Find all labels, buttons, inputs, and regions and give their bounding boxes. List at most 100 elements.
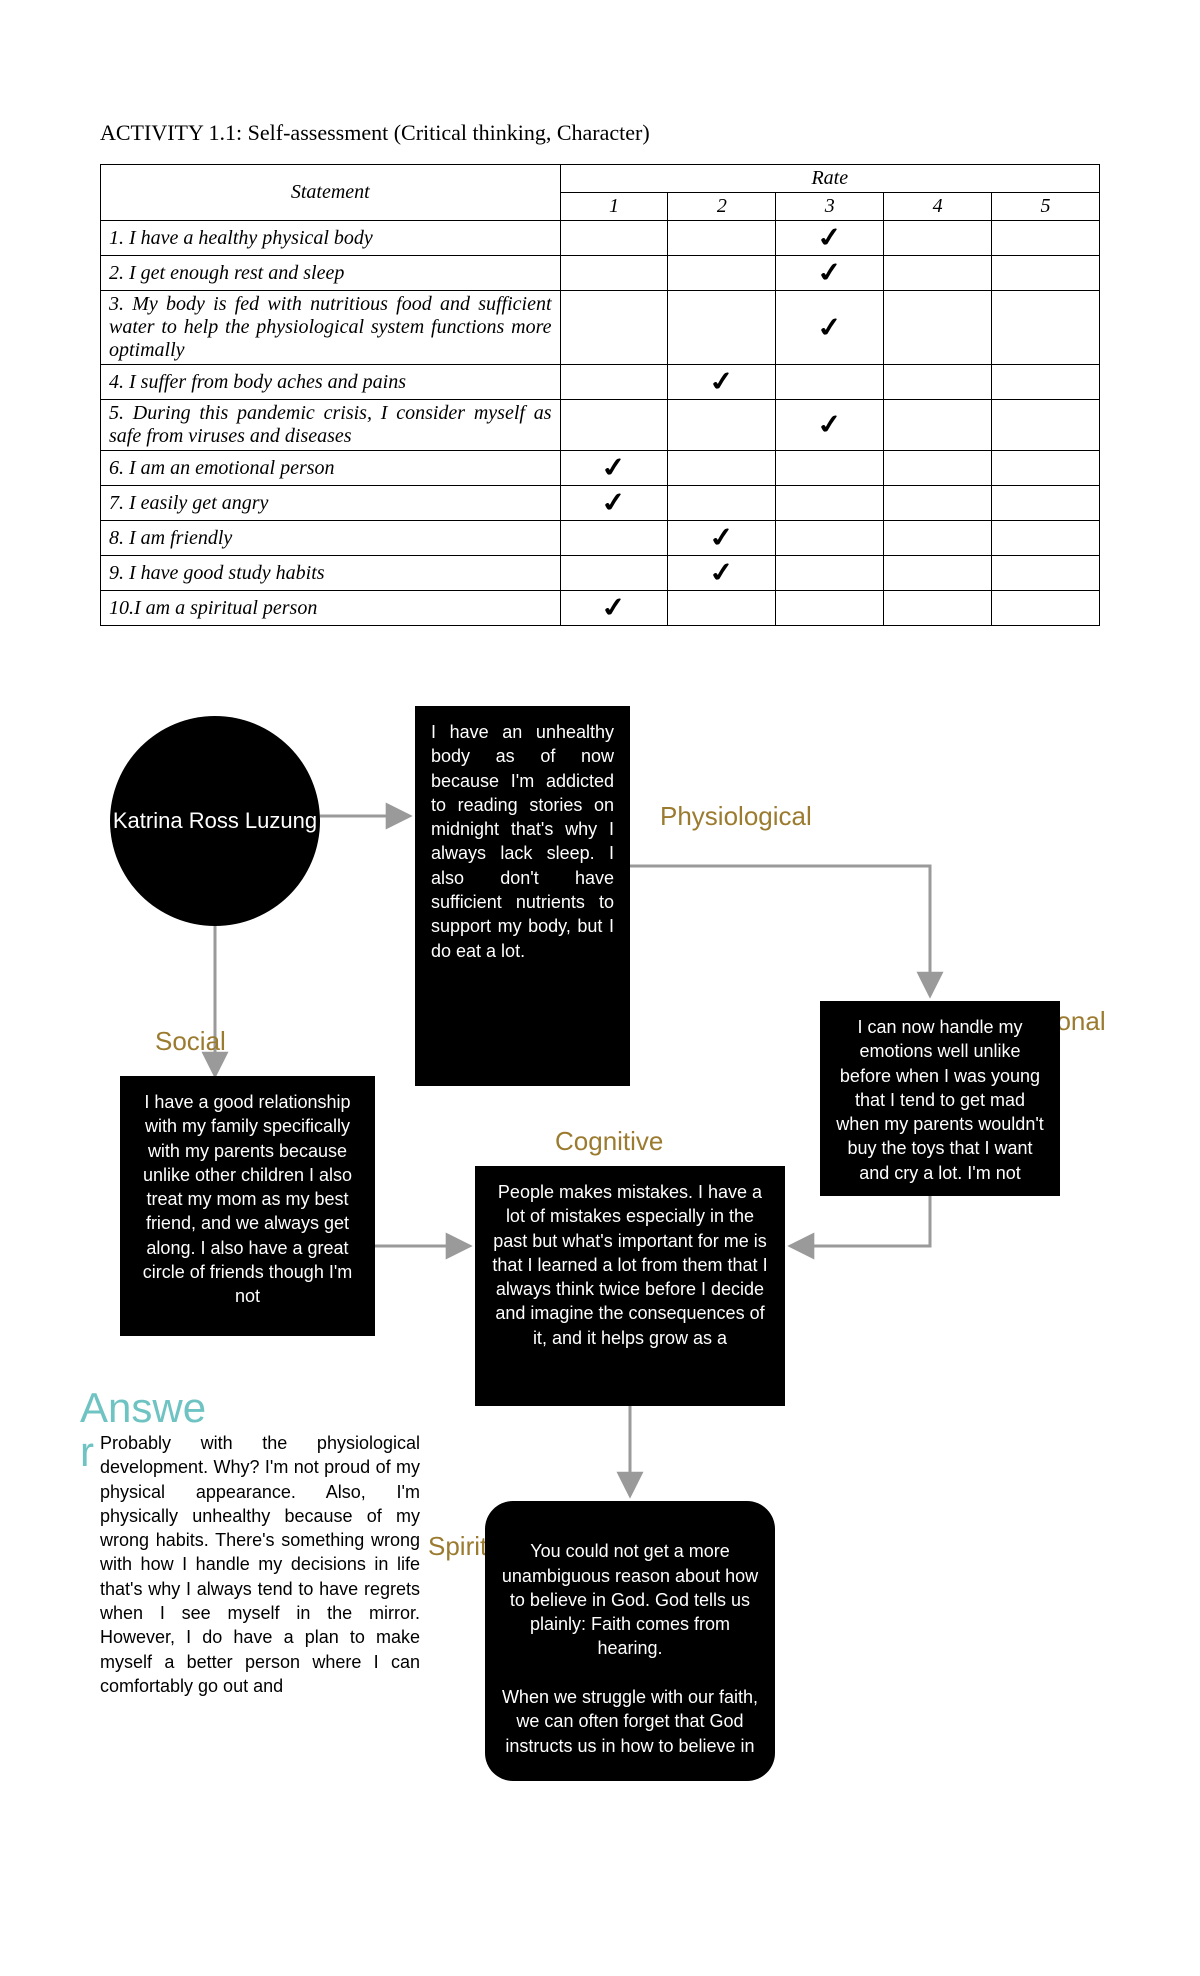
social-box: I have a good relationship with my famil… [120, 1076, 375, 1336]
emotional-text: I can now handle my emotions well unlike… [836, 1017, 1044, 1183]
rate-cell [884, 256, 992, 291]
rate-cell [668, 256, 776, 291]
table-row: 9. I have good study habits ✓ [101, 556, 1100, 591]
rate-cell [776, 451, 884, 486]
table-row: 7. I easily get angry ✓ [101, 486, 1100, 521]
rate-cell [560, 365, 668, 400]
rate-cell: ✓ [776, 221, 884, 256]
check-icon: ✓ [814, 257, 845, 290]
rate-cell: ✓ [776, 400, 884, 451]
rate-cell [992, 256, 1100, 291]
spiritual-box: You could not get a more unambiguous rea… [485, 1501, 775, 1781]
rate-cell [884, 521, 992, 556]
rate-cell [668, 451, 776, 486]
check-icon: ✓ [706, 522, 737, 555]
statement-cell: 3. My body is fed with nutritious food a… [101, 291, 561, 365]
rate-cell: ✓ [560, 486, 668, 521]
rate-cell [992, 291, 1100, 365]
table-row: 2. I get enough rest and sleep ✓ [101, 256, 1100, 291]
rate-cell [992, 486, 1100, 521]
table-row: 6. I am an emotional person ✓ [101, 451, 1100, 486]
rate-cell [884, 291, 992, 365]
rate-cell: ✓ [776, 291, 884, 365]
rate-cell [992, 221, 1100, 256]
rate-header-3: 3 [776, 193, 884, 221]
table-row: 8. I am friendly ✓ [101, 521, 1100, 556]
cognitive-box: People makes mistakes. I have a lot of m… [475, 1166, 785, 1406]
check-icon: ✓ [814, 222, 845, 255]
rate-cell [884, 365, 992, 400]
rate-cell [668, 400, 776, 451]
rate-cell: ✓ [668, 365, 776, 400]
table-row: 4. I suffer from body aches and pains ✓ [101, 365, 1100, 400]
check-icon: ✓ [814, 409, 845, 442]
spiritual-text: You could not get a more unambiguous rea… [502, 1541, 758, 1755]
social-text: I have a good relationship with my famil… [143, 1092, 353, 1306]
rate-cell [776, 591, 884, 626]
rate-cell [668, 221, 776, 256]
center-node: Katrina Ross Luzung [110, 716, 320, 926]
statement-cell: 4. I suffer from body aches and pains [101, 365, 561, 400]
col-statement: Statement [101, 165, 561, 221]
rate-cell [560, 521, 668, 556]
label-physiological: Physiological [660, 801, 812, 832]
rate-cell [992, 365, 1100, 400]
cognitive-text: People makes mistakes. I have a lot of m… [492, 1182, 767, 1348]
label-cognitive: Cognitive [555, 1126, 663, 1157]
rate-cell: ✓ [668, 521, 776, 556]
col-rate: Rate [560, 165, 1099, 193]
concept-diagram: Katrina Ross Luzung Physiological I have… [100, 706, 1100, 1806]
rate-header-5: 5 [992, 193, 1100, 221]
rate-cell [668, 591, 776, 626]
rate-cell [884, 591, 992, 626]
rate-cell [884, 556, 992, 591]
physio-text: I have an unhealthy body as of now becau… [431, 722, 614, 961]
rate-cell: ✓ [560, 451, 668, 486]
statement-cell: 9. I have good study habits [101, 556, 561, 591]
rate-cell [668, 486, 776, 521]
table-row: 1. I have a healthy physical body ✓ [101, 221, 1100, 256]
rate-cell [884, 451, 992, 486]
rate-cell [992, 521, 1100, 556]
rate-cell [560, 291, 668, 365]
check-icon: ✓ [599, 592, 630, 625]
statement-cell: 5. During this pandemic crisis, I consid… [101, 400, 561, 451]
rate-cell [560, 400, 668, 451]
rate-header-1: 1 [560, 193, 668, 221]
statement-cell: 7. I easily get angry [101, 486, 561, 521]
statement-cell: 10.I am a spiritual person [101, 591, 561, 626]
check-icon: ✓ [599, 487, 630, 520]
physio-box: I have an unhealthy body as of now becau… [415, 706, 630, 1086]
table-row: 3. My body is fed with nutritious food a… [101, 291, 1100, 365]
rate-cell [884, 221, 992, 256]
rate-cell [776, 365, 884, 400]
statement-cell: 8. I am friendly [101, 521, 561, 556]
statement-cell: 6. I am an emotional person [101, 451, 561, 486]
statement-cell: 1. I have a healthy physical body [101, 221, 561, 256]
label-social: Social [155, 1026, 226, 1057]
center-node-label: Katrina Ross Luzung [113, 807, 317, 836]
rate-cell [992, 400, 1100, 451]
rate-cell [668, 291, 776, 365]
rate-cell [776, 521, 884, 556]
rate-cell [560, 556, 668, 591]
check-icon: ✓ [599, 452, 630, 485]
answer-body: Probably with the physiological developm… [100, 1431, 420, 1698]
rate-cell [560, 256, 668, 291]
rate-cell [884, 400, 992, 451]
statement-cell: 2. I get enough rest and sleep [101, 256, 561, 291]
rate-cell [560, 221, 668, 256]
rate-cell: ✓ [560, 591, 668, 626]
rate-cell [992, 451, 1100, 486]
rate-cell: ✓ [668, 556, 776, 591]
table-row: 5. During this pandemic crisis, I consid… [101, 400, 1100, 451]
rate-cell [992, 556, 1100, 591]
rate-cell [776, 556, 884, 591]
check-icon: ✓ [706, 557, 737, 590]
rate-header-4: 4 [884, 193, 992, 221]
emotional-box: I can now handle my emotions well unlike… [820, 1001, 1060, 1196]
assessment-table: Statement Rate 12345 1. I have a healthy… [100, 164, 1100, 626]
rate-header-2: 2 [668, 193, 776, 221]
rate-cell: ✓ [776, 256, 884, 291]
rate-cell [776, 486, 884, 521]
